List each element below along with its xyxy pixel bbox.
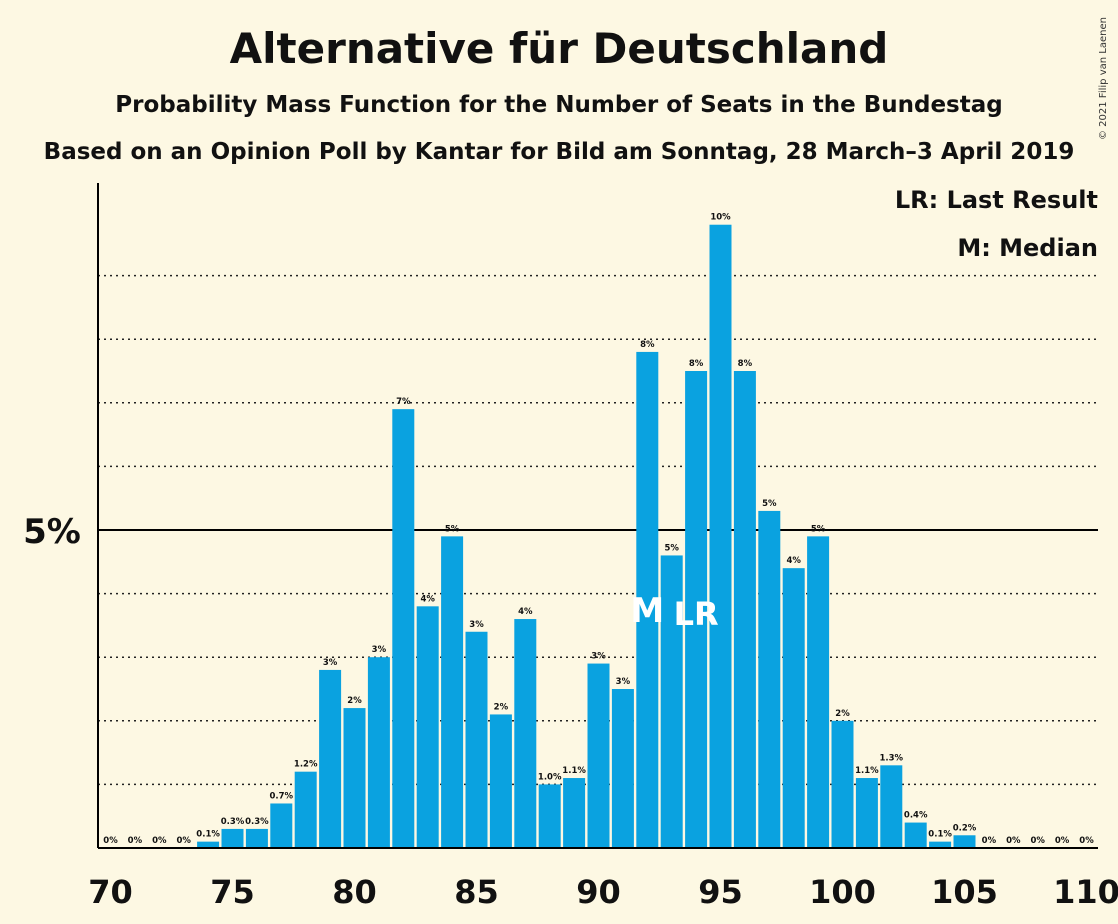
data-label: 4% <box>518 607 533 617</box>
bar <box>270 803 293 848</box>
bar <box>807 536 830 848</box>
bar <box>245 828 268 848</box>
data-label: 0% <box>1006 836 1021 846</box>
data-label: 0.7% <box>270 791 294 801</box>
data-label: 0.3% <box>221 817 245 827</box>
legend-median: M: Median <box>957 234 1098 262</box>
data-label: 1.3% <box>880 753 904 763</box>
data-label: 8% <box>689 359 704 369</box>
bar <box>758 510 781 848</box>
bar <box>880 765 903 848</box>
median-marker: M <box>630 591 664 631</box>
last-result-marker: LR <box>674 595 719 633</box>
data-label: 0.3% <box>245 817 269 827</box>
data-label: 0.4% <box>904 811 928 821</box>
data-label: 5% <box>664 543 679 553</box>
data-label: 4% <box>786 556 801 566</box>
data-label: 7% <box>396 397 411 407</box>
bar <box>709 224 732 849</box>
bar <box>441 536 464 848</box>
chart-title: Alternative für Deutschland <box>229 24 889 73</box>
bar <box>563 778 586 848</box>
bar <box>733 371 756 848</box>
bar <box>831 720 854 848</box>
x-tick-label: 75 <box>210 873 255 911</box>
bar <box>319 669 342 848</box>
data-label: 0% <box>1030 836 1045 846</box>
x-tick-label: 105 <box>931 873 998 911</box>
data-label: 0% <box>128 836 143 846</box>
bar <box>611 689 634 848</box>
data-label: 0.2% <box>953 823 977 833</box>
x-tick-label: 80 <box>332 873 377 911</box>
bar <box>587 663 610 848</box>
x-tick-label: 95 <box>698 873 743 911</box>
data-label: 0.1% <box>928 830 952 840</box>
bar <box>294 771 317 848</box>
data-label: 5% <box>445 524 460 534</box>
x-tick-label: 85 <box>454 873 499 911</box>
bar <box>221 828 244 848</box>
data-label: 1.0% <box>538 772 562 782</box>
y-tick-label: 5% <box>23 512 81 552</box>
data-label: 0% <box>1079 836 1094 846</box>
data-label: 1.1% <box>855 766 879 776</box>
bar <box>855 778 878 848</box>
data-label: 0% <box>103 836 118 846</box>
x-tick-label: 90 <box>576 873 621 911</box>
x-tick-label: 70 <box>88 873 133 911</box>
data-label: 3% <box>469 620 484 630</box>
x-tick-label: 110 <box>1053 873 1118 911</box>
bar <box>538 784 561 848</box>
data-label: 2% <box>347 696 362 706</box>
data-label: 5% <box>762 499 777 509</box>
bar <box>636 351 659 848</box>
data-label: 3% <box>372 645 387 655</box>
x-tick-label: 100 <box>809 873 876 911</box>
data-label: 1.2% <box>294 760 318 770</box>
data-label: 1.1% <box>562 766 586 776</box>
chart-subtitle-source: Based on an Opinion Poll by Kantar for B… <box>43 139 1075 165</box>
data-label: 5% <box>811 524 826 534</box>
data-label: 8% <box>738 359 753 369</box>
data-label: 10% <box>710 213 731 223</box>
bar <box>489 714 512 848</box>
data-label: 2% <box>494 702 509 712</box>
data-label: 0% <box>152 836 167 846</box>
bar <box>660 555 683 848</box>
bar <box>367 657 390 848</box>
data-label: 0% <box>1055 836 1070 846</box>
data-label: 0% <box>982 836 997 846</box>
data-label: 2% <box>835 709 850 719</box>
data-label: 3% <box>591 652 606 662</box>
data-label: 0.1% <box>196 830 220 840</box>
bar <box>929 841 952 848</box>
data-label: 4% <box>420 594 435 604</box>
bar <box>392 409 415 848</box>
bar <box>514 619 537 848</box>
bar <box>343 708 366 848</box>
data-label: 3% <box>616 677 631 687</box>
bar <box>416 606 439 848</box>
bar <box>465 631 488 848</box>
bar <box>685 371 708 848</box>
data-label: 8% <box>640 340 655 350</box>
data-label: 3% <box>323 658 338 668</box>
bar <box>904 822 927 848</box>
legend-last-result: LR: Last Result <box>894 186 1098 214</box>
bar <box>782 568 805 848</box>
data-label: 0% <box>176 836 191 846</box>
bar <box>197 841 220 848</box>
bar <box>953 835 976 848</box>
chart-subtitle: Probability Mass Function for the Number… <box>115 92 1003 118</box>
